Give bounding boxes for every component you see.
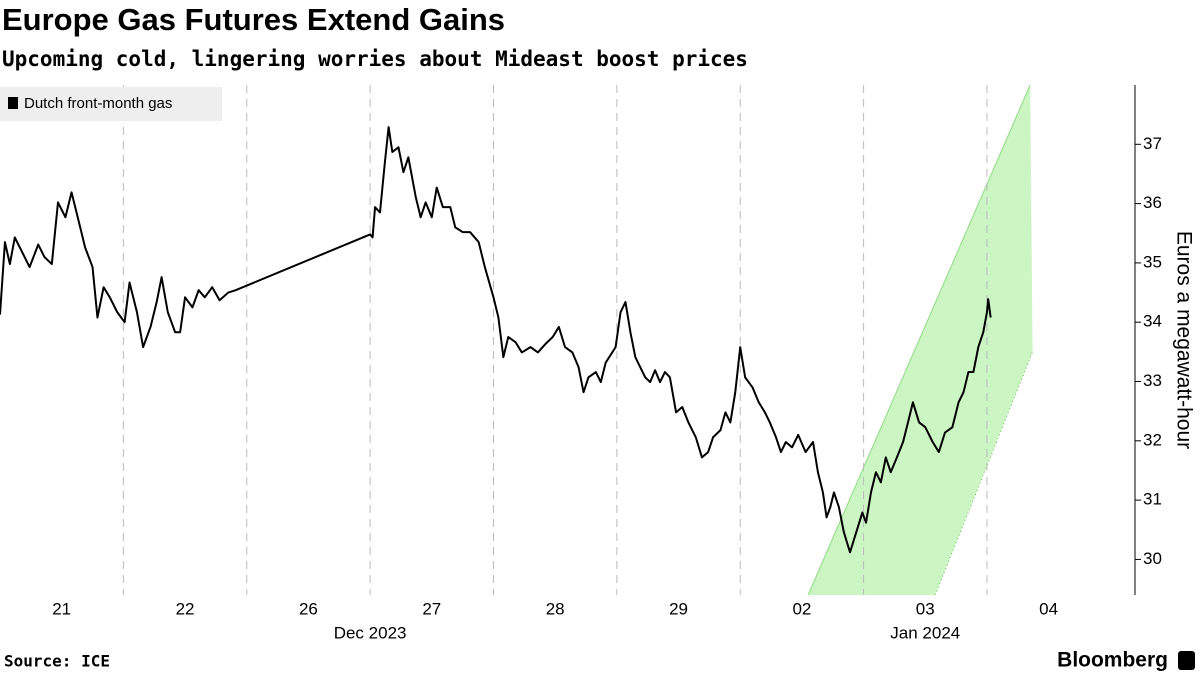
y-axis-title: Euros a megawatt-hour	[1172, 231, 1195, 449]
x-tick-label: 04	[1039, 599, 1058, 618]
y-tick-label: 34	[1143, 312, 1162, 331]
x-tick-label: 21	[52, 599, 71, 618]
y-tick-label: 31	[1143, 490, 1162, 509]
brand: Bloomberg	[1057, 649, 1168, 672]
x-group-label: Jan 2024	[890, 623, 960, 642]
source: Source: ICE	[4, 652, 110, 671]
x-group-label: Dec 2023	[334, 623, 407, 642]
chart-subtitle: Upcoming cold, lingering worries about M…	[2, 47, 748, 71]
y-tick-label: 36	[1143, 193, 1162, 212]
x-tick-label: 22	[176, 599, 195, 618]
brand-icon	[1178, 651, 1195, 670]
channel-upper	[807, 84, 1031, 596]
y-tick-label: 35	[1143, 252, 1162, 271]
x-tick-label: 28	[546, 599, 565, 618]
x-tick-label: 29	[669, 599, 688, 618]
y-tick-label: 33	[1143, 371, 1162, 390]
trend-channel	[808, 85, 1033, 595]
x-tick-label: 02	[792, 599, 811, 618]
y-tick-label: 37	[1143, 134, 1162, 153]
price-line	[0, 126, 992, 554]
x-tick-label: 26	[299, 599, 318, 618]
y-tick-label: 30	[1143, 549, 1162, 568]
legend-label: Dutch front-month gas	[24, 95, 172, 112]
x-tick-label: 27	[422, 599, 441, 618]
legend-box	[0, 87, 222, 121]
x-tick-label: 03	[916, 599, 935, 618]
chart-title: Europe Gas Futures Extend Gains	[2, 2, 505, 37]
legend-swatch	[8, 97, 18, 109]
y-tick-label: 32	[1143, 430, 1162, 449]
